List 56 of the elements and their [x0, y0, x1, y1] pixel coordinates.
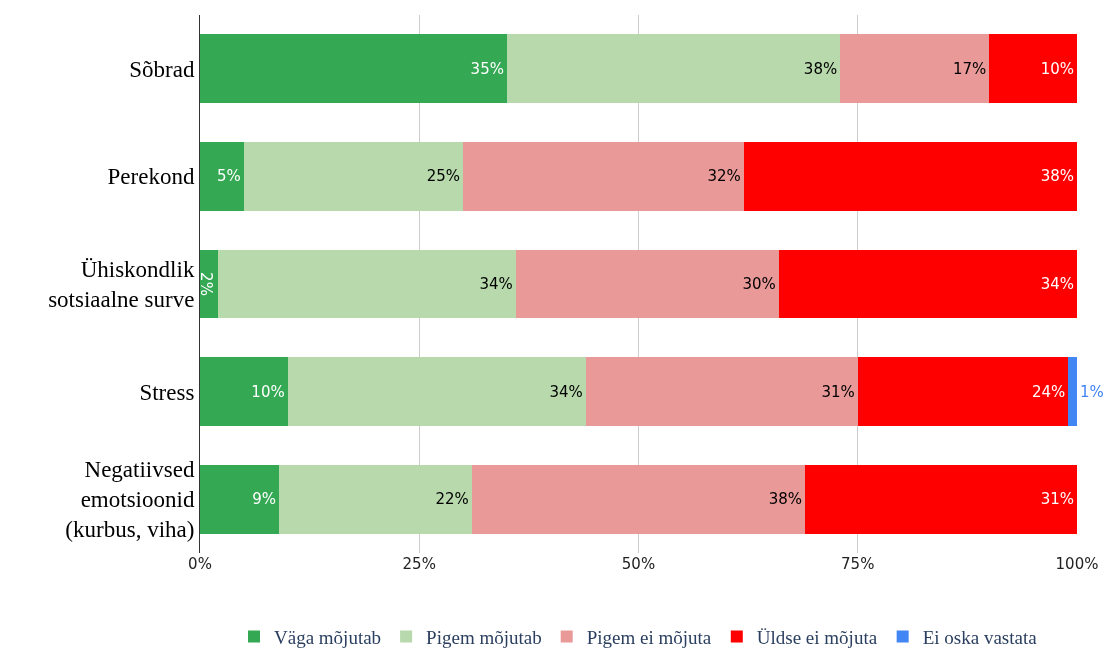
data-label: 35% — [470, 59, 504, 78]
bar — [778, 249, 1077, 319]
bar — [840, 34, 990, 104]
data-label: 31% — [1040, 490, 1074, 509]
data-label: 38% — [803, 59, 838, 78]
bar — [805, 464, 1077, 534]
data-label: 30% — [742, 275, 776, 293]
data-label: 34% — [1040, 275, 1074, 293]
data-label: 24% — [1031, 382, 1066, 401]
bar — [200, 464, 279, 534]
bar — [506, 34, 841, 104]
data-label: 10% — [251, 382, 285, 401]
data-label: 17% — [952, 59, 987, 78]
y-tick-label: Ühiskondlik sotsiaalne surve — [48, 257, 195, 312]
bar — [743, 141, 1077, 211]
legend-label: Väga mõjutab — [274, 626, 382, 648]
data-label: 31% — [821, 382, 855, 401]
y-tick-label: Sõbrad — [129, 56, 195, 82]
data-label: 34% — [549, 382, 583, 401]
bar — [1068, 357, 1077, 427]
bar — [243, 141, 464, 211]
x-tick-label: 0% — [188, 555, 212, 573]
data-label: 10% — [1040, 59, 1074, 78]
bar — [989, 34, 1077, 104]
bar — [463, 141, 744, 211]
bar — [287, 357, 586, 427]
x-tick-label: 75% — [841, 555, 875, 573]
x-tick-label: 25% — [402, 555, 436, 573]
data-label: 22% — [435, 490, 469, 509]
y-tick-label: Negatiivsed emotsioonid (kurbus, viha) — [65, 457, 195, 543]
x-tick-label: 100% — [1055, 555, 1099, 573]
legend-label: Ei oska vastata — [922, 626, 1038, 648]
data-label: 34% — [479, 275, 513, 293]
data-label: 5% — [217, 167, 241, 186]
bar — [515, 249, 779, 319]
legend-label: Pigem mõjutab — [426, 626, 542, 648]
bar — [200, 141, 244, 211]
data-label: 25% — [426, 167, 461, 186]
bar — [857, 357, 1069, 427]
data-label: 9% — [252, 490, 276, 509]
bar — [200, 34, 507, 104]
data-label: 38% — [768, 490, 803, 509]
y-tick-label: Stress — [139, 379, 195, 405]
bar — [278, 464, 472, 534]
y-tick-label: Perekond — [107, 164, 195, 190]
bar — [217, 249, 516, 319]
legend-label: Pigem ei mõjuta — [586, 626, 712, 648]
x-tick-label: 50% — [621, 555, 656, 573]
bar — [200, 357, 288, 427]
data-label: 1% — [1080, 382, 1104, 401]
bar — [585, 357, 858, 427]
data-label: 2% — [196, 272, 215, 296]
bar — [471, 464, 806, 534]
data-label: 32% — [707, 167, 741, 186]
data-label: 38% — [1040, 167, 1074, 186]
legend-label: Üldse ei mõjuta — [756, 626, 878, 648]
